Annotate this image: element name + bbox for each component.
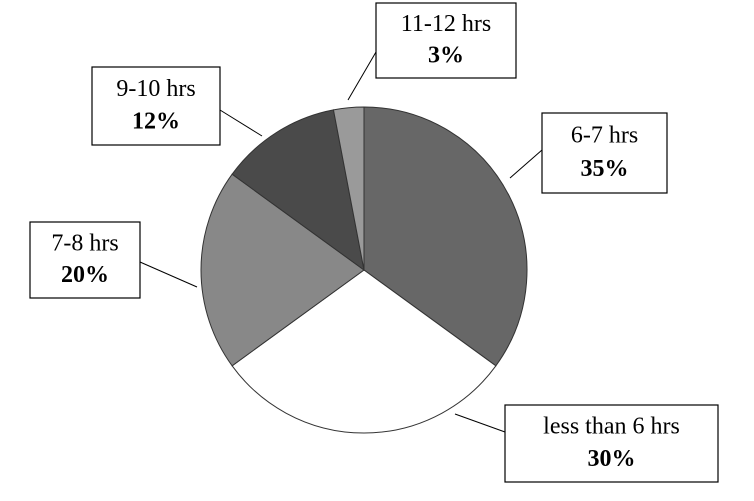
label-box [375,2,517,79]
slice-value-label: 20% [61,262,109,288]
slice-label: 11-12 hrs [401,11,491,37]
label-box [541,112,668,194]
label-box [29,221,141,299]
label-box [91,66,221,146]
leader-line [139,261,198,288]
slice-value-label: 30% [588,446,636,472]
leader-line [347,51,377,101]
slice-value-label: 12% [132,109,180,135]
pie-slice [200,173,365,367]
slice-label: less than 6 hrs [543,414,680,440]
slice-value-label: 35% [581,156,629,182]
pie-slice [332,106,365,271]
slice-value-label: 3% [428,43,464,69]
pie-slice [231,109,365,272]
pie-slice [363,106,528,367]
slice-label: 9-10 hrs [116,76,195,102]
slice-label: 7-8 hrs [51,230,118,256]
leader-line [219,109,263,137]
pie-slice [231,269,497,434]
leader-line [509,149,543,179]
leader-line [454,413,506,433]
label-box [504,404,719,483]
slice-label: 6-7 hrs [571,123,638,149]
